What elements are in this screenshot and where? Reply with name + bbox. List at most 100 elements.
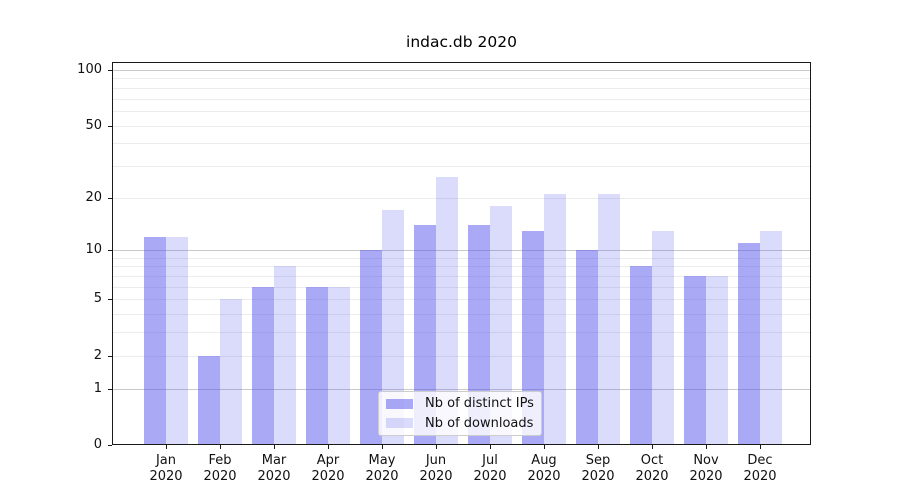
gridline-minor xyxy=(113,87,810,89)
bar-distinct-ips-apr xyxy=(306,286,328,444)
x-axis-tick xyxy=(544,445,545,449)
gridline-major xyxy=(113,70,810,71)
y-axis-tick xyxy=(108,70,112,71)
bar-distinct-ips-aug xyxy=(522,230,544,444)
x-tick-label-line: 2020 xyxy=(257,469,291,484)
bar-distinct-ips-dec xyxy=(738,243,760,444)
x-tick-label: Jul 2020 xyxy=(463,453,517,485)
bar-distinct-ips-oct xyxy=(630,266,652,444)
bar-downloads-apr xyxy=(328,286,350,444)
gridline-minor xyxy=(113,98,810,100)
gridline-major xyxy=(113,388,810,390)
bar-downloads-aug xyxy=(544,193,566,444)
x-tick-label-line: Jun xyxy=(425,453,447,468)
x-tick-label: Oct 2020 xyxy=(625,453,679,485)
x-tick-label: Mar 2020 xyxy=(247,453,301,485)
bar-distinct-ips-jun xyxy=(414,224,436,444)
x-axis-tick xyxy=(220,445,221,449)
y-tick-label: 0 xyxy=(93,437,102,452)
gridline-minor xyxy=(113,266,810,268)
x-tick-label: Aug 2020 xyxy=(517,453,571,485)
x-tick-label-line: 2020 xyxy=(689,469,723,484)
gridline-minor xyxy=(113,78,810,80)
x-axis-tick xyxy=(436,445,437,449)
y-axis-tick xyxy=(108,299,112,300)
bar-downloads-jul xyxy=(490,205,512,444)
y-tick-label: 2 xyxy=(93,348,102,363)
x-axis-tick xyxy=(706,445,707,449)
x-tick-label: May 2020 xyxy=(355,453,409,485)
x-tick-label-line: 2020 xyxy=(581,469,615,484)
bar-distinct-ips-sep xyxy=(576,250,598,444)
legend-swatch-distinct-ips-icon xyxy=(386,398,413,409)
x-axis-tick xyxy=(598,445,599,449)
gridline-minor xyxy=(113,165,810,167)
x-tick-label: Apr 2020 xyxy=(301,453,355,485)
bar-downloads-nov xyxy=(706,276,728,444)
x-tick-label-line: Nov xyxy=(693,453,719,468)
y-axis-tick xyxy=(108,356,112,357)
y-tick-label: 50 xyxy=(85,118,102,133)
x-tick-label: Feb 2020 xyxy=(193,453,247,485)
x-axis-tick xyxy=(166,445,167,449)
x-tick-label-line: 2020 xyxy=(743,469,777,484)
gridline-minor xyxy=(113,332,810,334)
bar-downloads-jan xyxy=(166,236,188,444)
chart-title: indac.db 2020 xyxy=(406,33,517,51)
x-axis-tick xyxy=(328,445,329,449)
gridline-minor xyxy=(113,197,810,199)
x-tick-label-line: 2020 xyxy=(473,469,507,484)
bar-downloads-dec xyxy=(760,230,782,444)
x-tick-label-line: Oct xyxy=(640,453,664,468)
bar-downloads-mar xyxy=(274,266,296,444)
x-tick-label-line: Jul xyxy=(482,453,498,468)
x-tick-label-line: Feb xyxy=(208,453,232,468)
y-tick-label: 10 xyxy=(85,242,102,257)
x-tick-label: Nov 2020 xyxy=(679,453,733,485)
y-axis-tick xyxy=(108,126,112,127)
legend: Nb of distinct IPs Nb of downloads xyxy=(378,391,542,436)
bar-distinct-ips-feb xyxy=(198,355,220,444)
x-axis-tick xyxy=(490,445,491,449)
x-tick-label-line: Apr xyxy=(316,453,340,468)
gridline-minor xyxy=(113,143,810,145)
bar-downloads-feb xyxy=(220,299,242,444)
x-tick-label-line: 2020 xyxy=(365,469,399,484)
legend-label-distinct-ips: Nb of distinct IPs xyxy=(425,396,534,412)
y-axis-tick xyxy=(108,198,112,199)
x-axis-tick xyxy=(760,445,761,449)
legend-swatch-downloads-icon xyxy=(386,418,413,429)
x-axis-tick xyxy=(274,445,275,449)
y-axis-tick xyxy=(108,389,112,390)
bar-distinct-ips-may xyxy=(360,250,382,444)
y-tick-label: 100 xyxy=(77,62,102,77)
gridline-minor xyxy=(113,314,810,316)
plot-area xyxy=(112,62,811,445)
gridline-major xyxy=(113,250,810,252)
x-tick-label: Jan 2020 xyxy=(139,453,193,485)
gridline-minor xyxy=(113,286,810,288)
x-tick-label-line: Mar xyxy=(261,453,287,468)
x-tick-label-line: 2020 xyxy=(203,469,237,484)
x-tick-label-line: Sep xyxy=(585,453,611,468)
bar-downloads-sep xyxy=(598,193,620,444)
x-tick-label: Dec 2020 xyxy=(733,453,787,485)
x-tick-label-line: May xyxy=(368,453,396,468)
x-axis-tick xyxy=(382,445,383,449)
gridline-minor xyxy=(113,110,810,112)
x-tick-label-line: Aug xyxy=(531,453,557,468)
x-tick-label: Sep 2020 xyxy=(571,453,625,485)
x-tick-label-line: 2020 xyxy=(311,469,345,484)
bar-distinct-ips-jul xyxy=(468,224,490,444)
bar-distinct-ips-nov xyxy=(684,276,706,444)
bar-distinct-ips-mar xyxy=(252,286,274,444)
bar-downloads-jun xyxy=(436,177,458,444)
y-tick-label: 5 xyxy=(93,291,102,306)
bar-distinct-ips-jan xyxy=(144,236,166,444)
gridline-minor xyxy=(113,299,810,301)
y-tick-label: 20 xyxy=(85,190,102,205)
gridline-minor xyxy=(113,355,810,357)
y-axis-tick xyxy=(108,445,112,446)
legend-item-downloads: Nb of downloads xyxy=(386,414,535,433)
